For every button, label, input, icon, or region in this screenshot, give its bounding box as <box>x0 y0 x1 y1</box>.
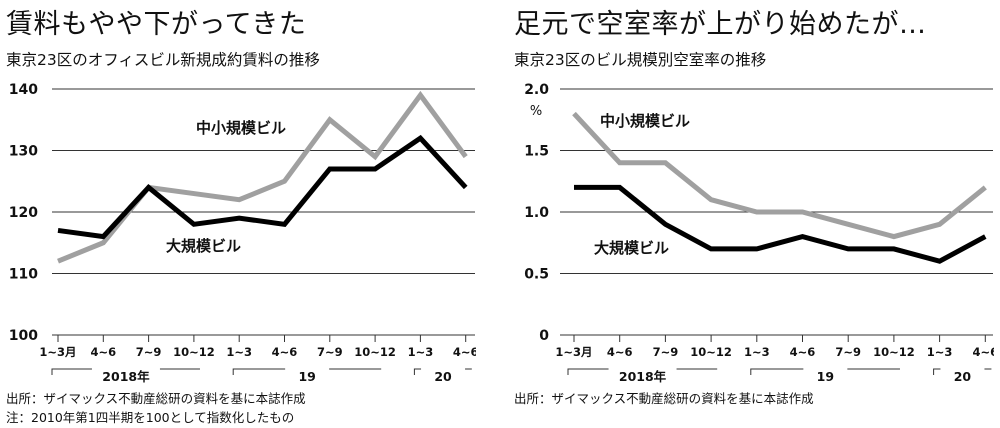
vacancy-x-tick-label: 1~3月 <box>555 345 592 359</box>
vacancy-y-tick-label: 0 <box>539 328 549 344</box>
vacancy-y-tick-label: 1.0 <box>524 205 549 221</box>
rent-index-note: 注：2010年第1四半期を100として指数化したもの <box>6 410 295 425</box>
vacancy-y-tick-label: 2.0 <box>524 82 549 98</box>
vacancy-series-label: 大規模ビル <box>594 239 669 257</box>
vacancy-x-tick-label: 7~9 <box>835 345 861 359</box>
rent-year-group-label: 2018年 <box>102 369 150 384</box>
rent-series-label: 大規模ビル <box>166 237 241 255</box>
vacancy-y-tick-label: 1.5 <box>524 144 549 160</box>
vacancy-source-note: 出所：ザイマックス不動産総研の資料を基に本誌作成 <box>514 391 814 406</box>
vacancy-year-label-gap <box>940 363 985 375</box>
vacancy-x-tick-label: 10~12 <box>873 345 915 359</box>
rent-year-label-gap <box>285 363 330 375</box>
rent-y-tick-label: 120 <box>9 205 38 221</box>
vacancy-unit-label: % <box>530 104 542 119</box>
vacancy-year-group-label: 19 <box>817 369 834 384</box>
vacancy-chart: 0 0.5 1.0 1.5 2.0% 1~3月 4~6 7~9 10~12 1~3 4~6 7~9 10… <box>524 82 994 384</box>
vacancy-x-tick-label: 1~3 <box>744 345 770 359</box>
rent-y-tick-label: 100 <box>9 328 38 344</box>
rent-x-tick-label: 10~12 <box>173 345 215 359</box>
rent-x-tick-label: 4~6 <box>272 345 298 359</box>
vacancy-x-tick-label: 7~9 <box>653 345 679 359</box>
rent-x-tick-label: 1~3月 <box>39 345 76 359</box>
rent-x-tick-label: 4~6 <box>453 345 476 359</box>
vacancy-y-tick-label: 0.5 <box>524 267 549 283</box>
rent-series-label: 中小規模ビル <box>196 119 286 137</box>
rent-series-line <box>57 134 468 240</box>
rent-year-label-gap <box>91 363 160 375</box>
rent-x-tick-label: 10~12 <box>354 345 396 359</box>
vacancy-x-tick-label: 10~12 <box>690 345 732 359</box>
vacancy-series-label: 中小規模ビル <box>600 112 690 130</box>
vacancy-headline: 足元で空室率が上がり始めたが… <box>514 9 927 40</box>
rent-y-tick-label: 140 <box>9 82 38 98</box>
vacancy-x-tick-label: 4~6 <box>607 345 633 359</box>
rent-year-label-gap <box>421 363 466 375</box>
vacancy-chart-title: 東京23区のビル規模別空室率の推移 <box>514 51 767 69</box>
vacancy-x-tick-label: 4~6 <box>790 345 816 359</box>
vacancy-series-line <box>572 111 987 240</box>
rent-year-group-label: 19 <box>298 369 315 384</box>
vacancy-year-group-label: 20 <box>954 369 972 384</box>
rent-y-tick-label: 130 <box>9 144 38 160</box>
rent-source-note: 出所：ザイマックス不動産総研の資料を基に本誌作成 <box>6 391 306 406</box>
rent-x-tick-label: 4~6 <box>90 345 116 359</box>
rent-headline: 賃料もやや下がってきた <box>6 9 307 40</box>
rent-x-tick-label: 7~9 <box>136 345 162 359</box>
rent-x-tick-label: 1~3 <box>226 345 252 359</box>
vacancy-year-group-label: 2018年 <box>619 369 667 384</box>
rent-x-tick-label: 7~9 <box>317 345 343 359</box>
vacancy-year-label-gap <box>608 363 677 375</box>
rent-x-tick-label: 1~3 <box>408 345 434 359</box>
rent-y-tick-label: 110 <box>9 267 38 283</box>
rent-chart-panel: 賃料もやや下がってきた 東京23区のオフィスビル新規成約賃料の推移 100 110… <box>6 0 476 428</box>
vacancy-series-line <box>574 184 987 264</box>
vacancy-x-tick-label: 1~3 <box>927 345 953 359</box>
vacancy-chart-panel: 足元で空室率が上がり始めたが… 東京23区のビル規模別空室率の推移 0 0.5 1.… <box>514 0 994 428</box>
rent-chart-title: 東京23区のオフィスビル新規成約賃料の推移 <box>6 51 320 69</box>
vacancy-x-tick-label: 4~6 <box>972 345 994 359</box>
rent-year-group-label: 20 <box>434 369 452 384</box>
vacancy-year-label-gap <box>803 363 848 375</box>
